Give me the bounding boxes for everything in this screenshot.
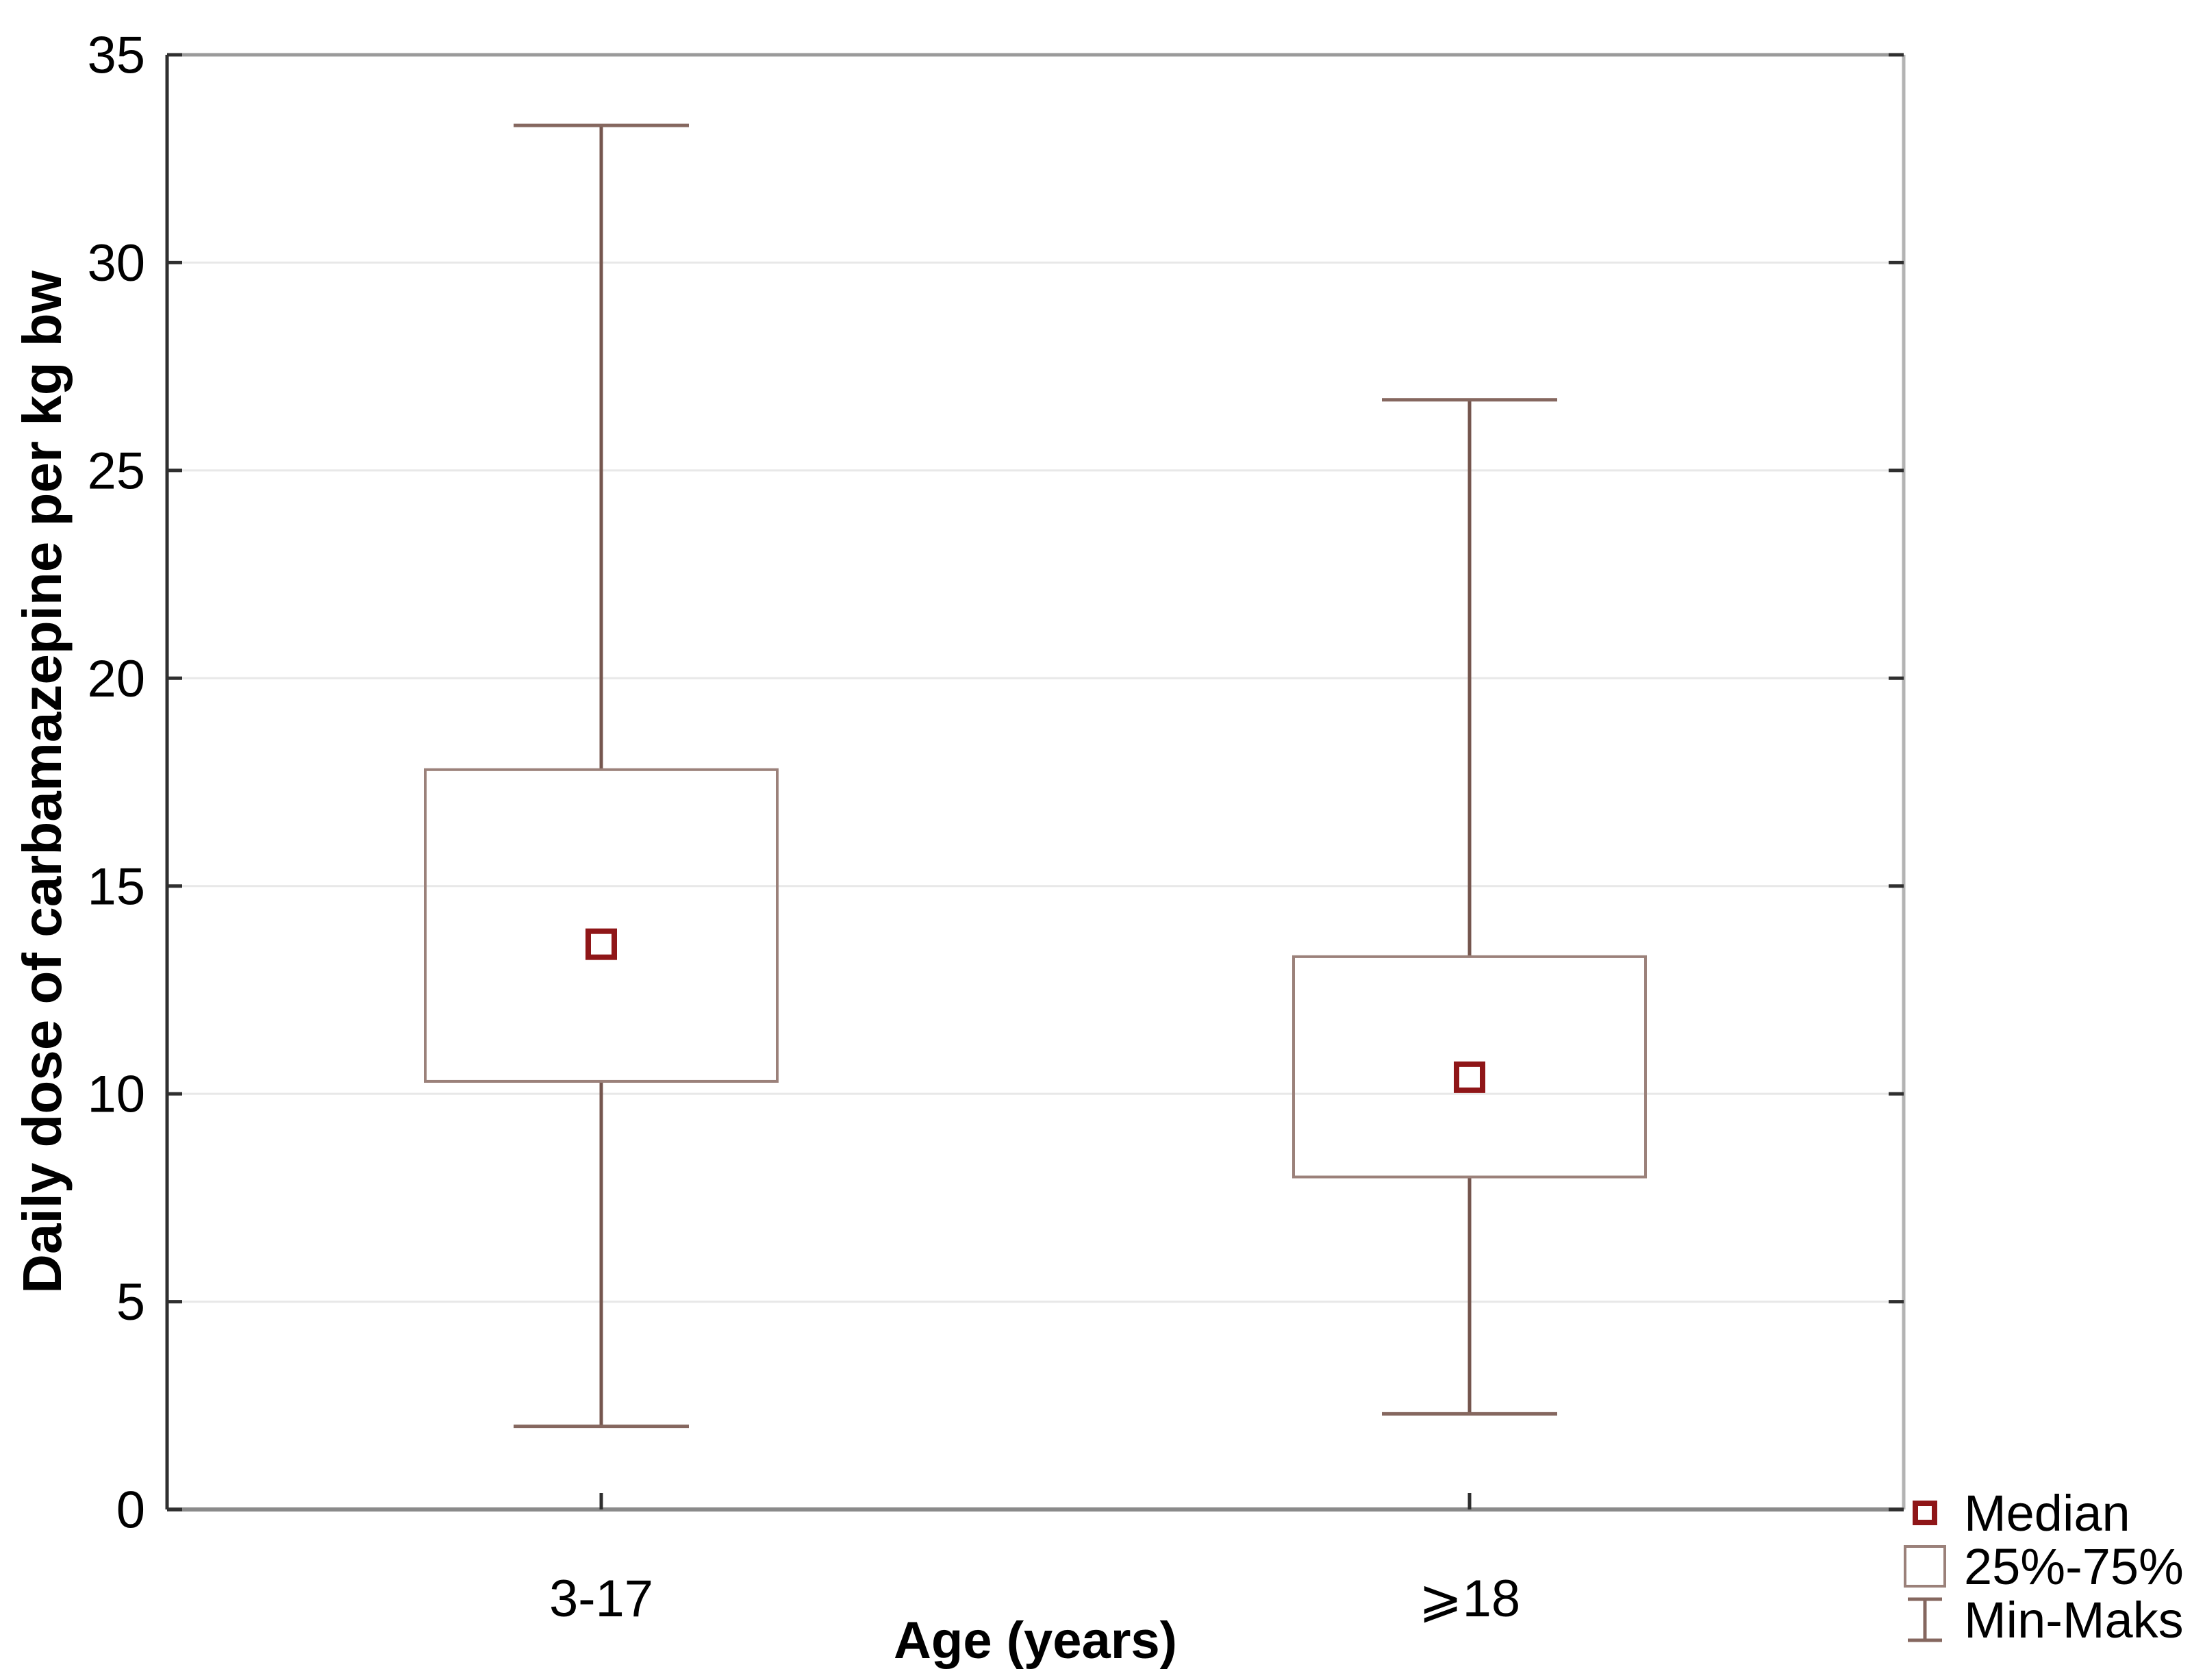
x-axis-title: Age (years) <box>894 1612 1177 1670</box>
y-tick-label-30: 30 <box>87 234 145 292</box>
legend-icon-cell <box>1901 1597 1949 1642</box>
legend-icon-cell <box>1901 1501 1949 1525</box>
y-tick-label-25: 25 <box>87 442 145 500</box>
iqr-box-1 <box>1292 955 1647 1179</box>
iqr-box-0 <box>424 768 779 1083</box>
y-axis-title: Daily dose of carbamazepine per kg bw <box>12 271 73 1294</box>
median-marker-icon <box>1913 1501 1937 1525</box>
legend-label: Min-Maks <box>1964 1591 2184 1648</box>
y-tick-label-35: 35 <box>87 27 145 85</box>
y-tick-label-0: 0 <box>116 1481 145 1540</box>
legend-icon-cell <box>1901 1545 1949 1588</box>
y-tick-label-5: 5 <box>116 1273 145 1331</box>
min-max-whisker-icon <box>1908 1597 1942 1642</box>
iqr-box-icon <box>1904 1545 1946 1588</box>
legend-label: Median <box>1964 1484 2130 1542</box>
y-tick-label-20: 20 <box>87 650 145 708</box>
category-label-1: ⩾18 <box>1419 1570 1520 1628</box>
legend-item-median: Median <box>1901 1484 2184 1542</box>
category-label-0: 3-17 <box>549 1570 653 1628</box>
median-marker-0 <box>585 928 617 960</box>
y-tick-label-15: 15 <box>87 857 145 916</box>
legend-label: 25%-75% <box>1964 1538 2184 1595</box>
median-marker-1 <box>1454 1061 1485 1093</box>
y-tick-label-10: 10 <box>87 1066 145 1124</box>
legend-item-iqr: 25%-75% <box>1901 1538 2184 1595</box>
legend-item-minmax: Min-Maks <box>1901 1591 2184 1648</box>
legend: Median 25%-75% Min-Maks <box>1901 1484 2184 1648</box>
